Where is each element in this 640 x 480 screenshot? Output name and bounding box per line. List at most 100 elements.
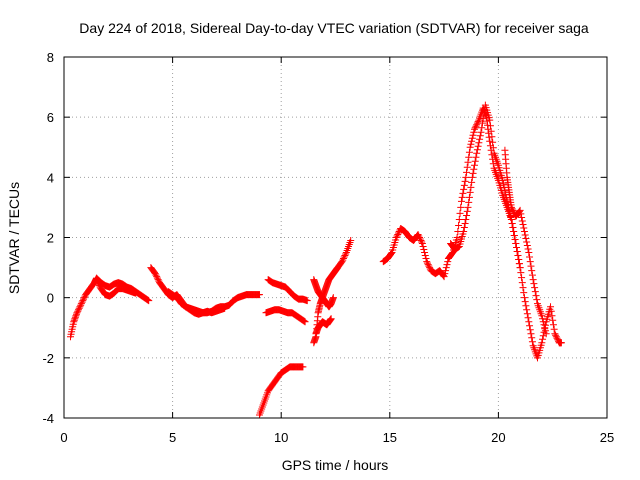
data-point: [95, 280, 103, 288]
data-point: [392, 234, 400, 241]
data-point: [526, 253, 534, 261]
data-point: [549, 321, 557, 329]
data-point: [221, 304, 229, 312]
data-point: [523, 310, 531, 318]
data-point: [528, 334, 536, 342]
data-point: [517, 210, 525, 218]
sdtvar-seg2: [93, 276, 140, 300]
data-point: [74, 306, 82, 314]
data-point: [471, 157, 479, 165]
data-point: [519, 220, 527, 228]
data-point: [531, 284, 539, 292]
data-point: [72, 312, 80, 320]
data-point: [460, 223, 468, 231]
data-point: [521, 231, 529, 239]
grid: [64, 57, 607, 418]
data-point: [455, 221, 463, 229]
data-point: [423, 258, 431, 266]
data-point: [132, 289, 140, 297]
data-point: [540, 321, 548, 329]
data-point: [510, 231, 518, 239]
data-point: [530, 280, 538, 288]
data-point: [473, 146, 481, 154]
plot-frame: [63, 56, 608, 419]
data-point: [470, 165, 478, 173]
data-point: [301, 318, 309, 326]
y-tick-labels: -4 -2 0 2 4 6 8: [42, 50, 54, 426]
data-point: [512, 240, 520, 248]
data-point: [527, 262, 535, 270]
data-point: [538, 312, 546, 320]
data-point: [469, 131, 477, 139]
data-point: [462, 173, 470, 181]
y-tick-label: 8: [47, 50, 54, 65]
data-point: [94, 279, 102, 287]
data-point: [71, 315, 79, 323]
data-point: [454, 244, 462, 252]
data-point: [329, 294, 337, 302]
data-point: [479, 115, 487, 123]
x-tick-label: 5: [169, 430, 176, 445]
x-tick-label: 15: [383, 430, 397, 445]
data-point: [444, 258, 452, 266]
data-point: [476, 135, 484, 143]
data-point: [455, 215, 463, 223]
data-point: [416, 235, 424, 243]
data-point: [509, 223, 517, 231]
x-tick-labels: 0 5 10 15 20 25: [60, 430, 614, 445]
data-point: [484, 121, 492, 129]
data-point: [507, 203, 515, 211]
sdtvar-seg3: [147, 264, 263, 317]
y-axis-label: SDTVAR / TECUs: [6, 182, 22, 294]
data-point: [424, 261, 432, 269]
data-point: [480, 110, 488, 118]
data-point: [520, 224, 528, 232]
data-point: [528, 271, 536, 279]
data-point: [340, 253, 348, 261]
data-point: [486, 137, 494, 145]
data-point: [417, 237, 425, 245]
data-point: [488, 133, 496, 141]
chart-title: Day 224 of 2018, Sidereal Day-to-day VTE…: [79, 20, 589, 36]
data-point: [522, 235, 530, 243]
data-point: [442, 267, 450, 275]
y-tick-label: 6: [47, 110, 54, 125]
sdtvar-seg12: [447, 101, 524, 272]
data-point: [74, 307, 82, 315]
data-point: [508, 205, 516, 213]
data-point: [502, 190, 510, 198]
data-point: [557, 339, 565, 347]
data-point: [513, 248, 521, 256]
data-point: [300, 317, 308, 325]
data-point: [423, 259, 431, 267]
y-tick-label: -4: [42, 411, 54, 426]
data-point: [473, 121, 481, 129]
data-point: [503, 197, 511, 205]
data-point: [486, 116, 494, 124]
x-tick-label: 20: [491, 430, 505, 445]
data-point: [468, 178, 476, 186]
x-tick-label: 25: [600, 430, 614, 445]
data-point: [517, 269, 525, 277]
data-point: [154, 276, 162, 284]
data-point: [73, 309, 81, 317]
data-point: [153, 274, 161, 282]
data-point: [523, 306, 531, 314]
data-point: [489, 160, 497, 168]
data-point: [499, 180, 507, 188]
data-point: [80, 295, 88, 303]
data-point: [508, 219, 516, 227]
data-point: [93, 276, 101, 284]
data-point: [525, 249, 533, 257]
data-point: [489, 138, 497, 146]
data-point: [487, 127, 495, 135]
data-point: [460, 185, 468, 193]
data-point: [414, 230, 422, 238]
data-point: [524, 314, 532, 322]
data-point: [425, 262, 433, 270]
data-point: [510, 208, 518, 216]
data-point: [347, 237, 355, 245]
data-point: [465, 193, 473, 201]
data-point: [152, 271, 160, 279]
data-point: [339, 256, 347, 264]
